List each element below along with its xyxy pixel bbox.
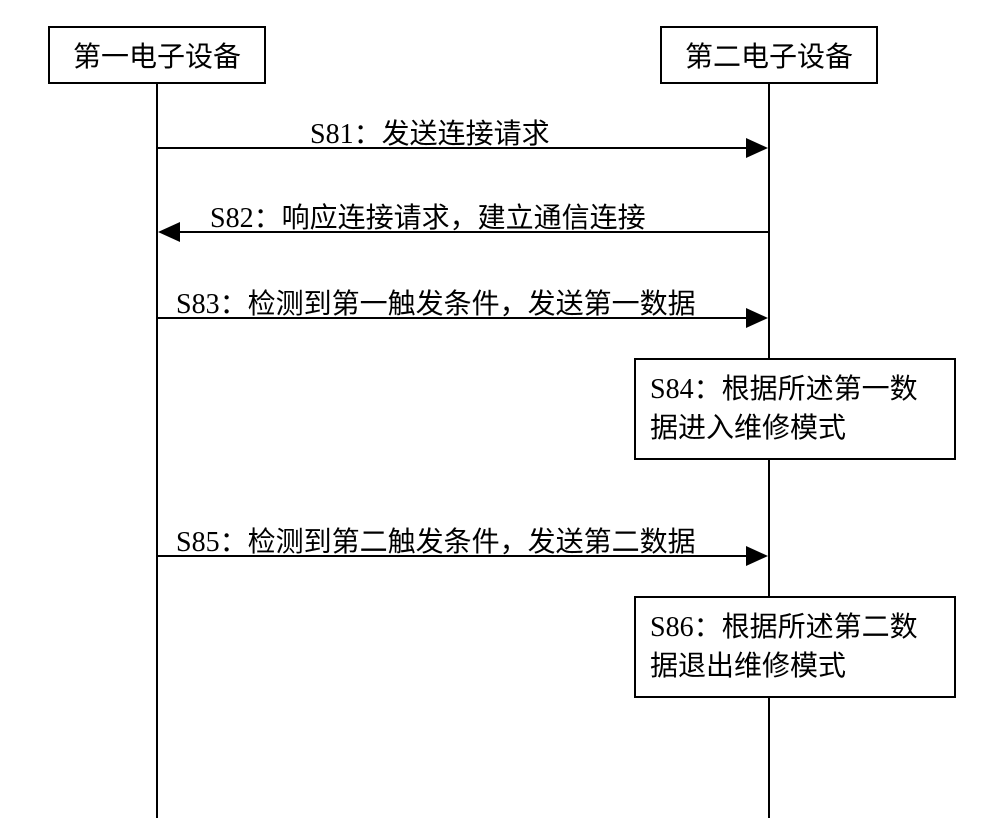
msg-s83-arrow-icon bbox=[746, 308, 768, 328]
msg-s81-line bbox=[158, 147, 748, 149]
msg-s82-arrow-icon bbox=[158, 222, 180, 242]
participant-right-label: 第二电子设备 bbox=[685, 35, 853, 75]
msg-s83-label: S83：检测到第一触发条件，发送第一数据 bbox=[176, 282, 696, 322]
participant-right-box: 第二电子设备 bbox=[660, 26, 878, 84]
msg-s81-arrow-icon bbox=[746, 138, 768, 158]
msg-s85-label: S85：检测到第二触发条件，发送第二数据 bbox=[176, 520, 696, 560]
step-s86-box: S86：根据所述第二数据退出维修模式 bbox=[634, 596, 956, 698]
msg-s85-line bbox=[158, 555, 748, 557]
participant-left-label: 第一电子设备 bbox=[73, 35, 241, 75]
step-s84-text: S84：根据所述第一数据进入维修模式 bbox=[650, 370, 940, 448]
msg-s82-line bbox=[178, 231, 768, 233]
msg-s81-label: S81：发送连接请求 bbox=[310, 112, 550, 152]
step-s84-box: S84：根据所述第一数据进入维修模式 bbox=[634, 358, 956, 460]
msg-s82-label: S82：响应连接请求，建立通信连接 bbox=[210, 196, 646, 236]
sequence-diagram: 第一电子设备 第二电子设备 S81：发送连接请求 S82：响应连接请求，建立通信… bbox=[0, 0, 1000, 840]
step-s86-text: S86：根据所述第二数据退出维修模式 bbox=[650, 608, 940, 686]
lifeline-left bbox=[156, 84, 158, 818]
participant-left-box: 第一电子设备 bbox=[48, 26, 266, 84]
msg-s83-line bbox=[158, 317, 748, 319]
msg-s85-arrow-icon bbox=[746, 546, 768, 566]
